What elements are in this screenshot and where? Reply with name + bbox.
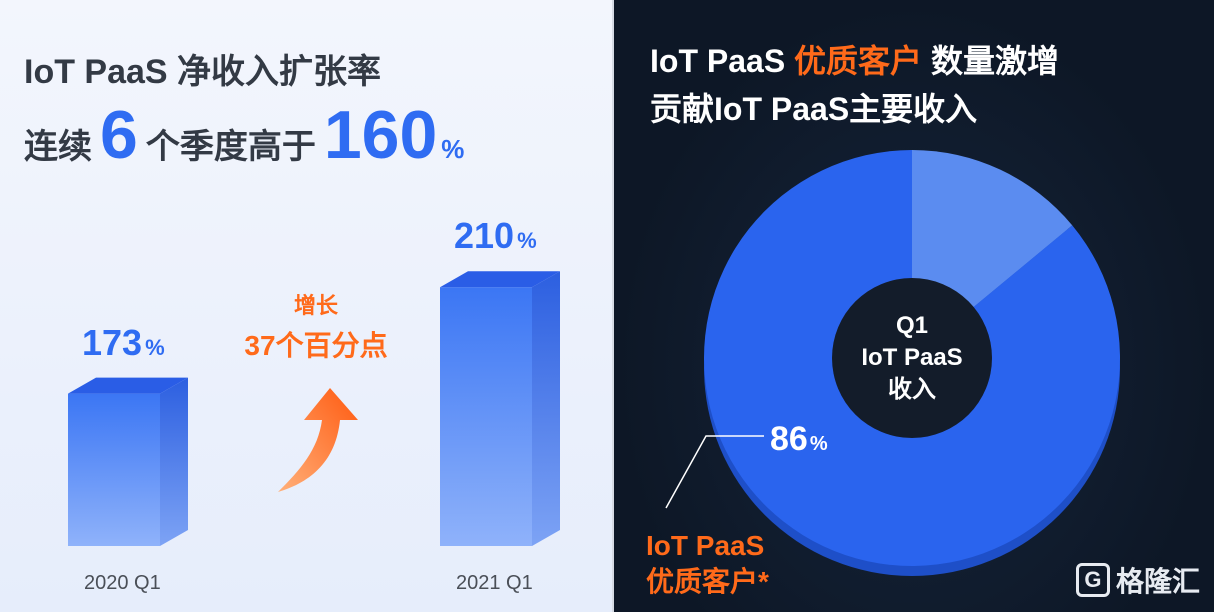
subtitle-pct: % bbox=[441, 134, 465, 164]
bar-side bbox=[532, 271, 560, 546]
bar-top bbox=[440, 271, 560, 288]
right-chart-title-line2: 贡献IoT PaaS主要收入 bbox=[650, 91, 978, 127]
subtitle-mid: 个季度高于 bbox=[145, 128, 316, 166]
bar-2021-q1 bbox=[440, 287, 532, 546]
center-line2: IoT PaaS bbox=[861, 344, 963, 371]
subtitle-prefix: 连续 bbox=[24, 128, 92, 166]
legend-line1: IoT PaaS bbox=[646, 530, 765, 561]
left-panel: IoT PaaS 净收入扩张率 连续 6 个季度高于 160 % 增长 37 bbox=[0, 0, 612, 612]
pie-center-label: Q1 IoT PaaS 收入 bbox=[832, 278, 992, 438]
leader-line bbox=[665, 435, 764, 509]
panel-divider bbox=[612, 0, 614, 612]
right-panel: IoT PaaS 优质客户 数量激增 贡献IoT PaaS主要收入 Q1 IoT… bbox=[614, 0, 1214, 612]
center-line1: Q1 bbox=[895, 312, 928, 339]
bar-side bbox=[160, 377, 188, 546]
center-line3: 收入 bbox=[888, 376, 936, 403]
slice-legend-label: IoT PaaS 优质客户* bbox=[646, 528, 769, 600]
bar-category-label: 2021 Q1 bbox=[456, 572, 533, 594]
watermark: G 格隆汇 bbox=[1075, 560, 1200, 600]
growth-arrow-icon bbox=[278, 388, 358, 492]
left-chart-title: IoT PaaS 净收入扩张率 bbox=[24, 53, 382, 91]
slice-value: 86 bbox=[770, 420, 808, 458]
bar-chart bbox=[68, 271, 560, 546]
title-part1: IoT PaaS bbox=[650, 43, 795, 79]
bar-2020-q1 bbox=[68, 393, 160, 546]
watermark-logo-icon: G bbox=[1075, 563, 1110, 597]
bar-value-label: 173% bbox=[82, 321, 165, 363]
bar-top bbox=[68, 377, 188, 394]
slice-value-label: 86% bbox=[770, 420, 828, 459]
left-chart-subtitle: 连续 6 个季度高于 160 % bbox=[24, 96, 464, 174]
subtitle-value: 160 bbox=[323, 97, 438, 173]
growth-line1: 增长 bbox=[293, 293, 338, 318]
growth-annotation: 增长 37个百分点 bbox=[236, 288, 396, 364]
right-chart-title-line1: IoT PaaS 优质客户 数量激增 bbox=[650, 36, 1059, 82]
bar-value-label: 210% bbox=[454, 215, 537, 257]
subtitle-quarters-number: 6 bbox=[100, 97, 138, 173]
title-highlight: 优质客户 bbox=[794, 43, 923, 79]
title-part2: 数量激增 bbox=[922, 43, 1059, 79]
legend-line2: 优质客户* bbox=[646, 566, 769, 597]
slice-pct: % bbox=[809, 433, 828, 455]
watermark-text: 格隆汇 bbox=[1115, 566, 1200, 597]
bar-category-label: 2020 Q1 bbox=[84, 572, 161, 594]
growth-line2: 37个百分点 bbox=[244, 330, 388, 361]
